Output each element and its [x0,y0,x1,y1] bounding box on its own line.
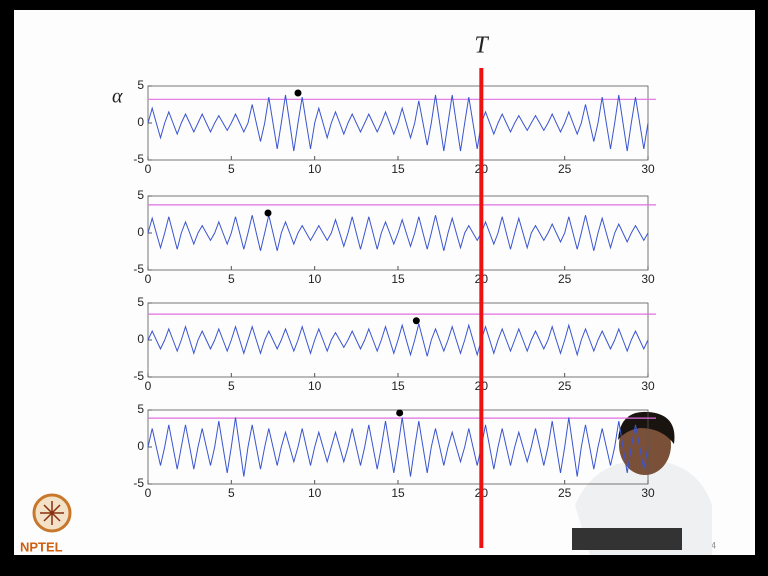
y-tick-label: -5 [133,152,144,166]
peak-marker [413,317,420,324]
x-tick-label: 5 [228,379,235,393]
x-tick-label: 0 [145,162,152,176]
logo-text: NPTEL [20,539,63,554]
y-tick-label: -5 [133,262,144,276]
y-axis-label: α [112,86,123,108]
x-tick-label: 15 [391,379,405,393]
peak-marker [396,409,403,416]
y-tick-label: -5 [133,369,144,383]
x-tick-label: 5 [228,272,235,286]
x-tick-label: 30 [641,162,655,176]
x-tick-label: 5 [228,486,235,500]
x-tick-label: 0 [145,486,152,500]
x-tick-label: 30 [641,379,655,393]
peak-marker [265,210,272,217]
x-tick-label: 30 [641,272,655,286]
y-tick-label: 5 [137,295,144,309]
y-tick-label: 5 [137,402,144,416]
x-tick-label: 0 [145,379,152,393]
x-tick-label: 5 [228,162,235,176]
x-tick-label: 15 [391,162,405,176]
time-label: T [474,33,489,59]
x-tick-label: 15 [391,486,405,500]
y-tick-label: -5 [133,476,144,490]
x-tick-label: 15 [391,272,405,286]
x-tick-label: 10 [308,379,322,393]
y-tick-label: 0 [137,439,144,453]
peak-marker [295,90,302,97]
x-tick-label: 30 [641,486,655,500]
x-tick-label: 25 [558,162,572,176]
y-tick-label: 5 [137,78,144,92]
x-tick-label: 10 [308,162,322,176]
laptop [572,528,682,550]
y-tick-label: 5 [137,188,144,202]
x-tick-label: 25 [558,486,572,500]
y-tick-label: 0 [137,115,144,129]
y-tick-label: 0 [137,225,144,239]
x-tick-label: 25 [558,272,572,286]
x-tick-label: 10 [308,272,322,286]
x-tick-label: 25 [558,379,572,393]
x-tick-label: 10 [308,486,322,500]
slide: NPTEL 34 T -505051015202530α-50505101520… [0,0,768,576]
y-tick-label: 0 [137,332,144,346]
x-tick-label: 0 [145,272,152,286]
